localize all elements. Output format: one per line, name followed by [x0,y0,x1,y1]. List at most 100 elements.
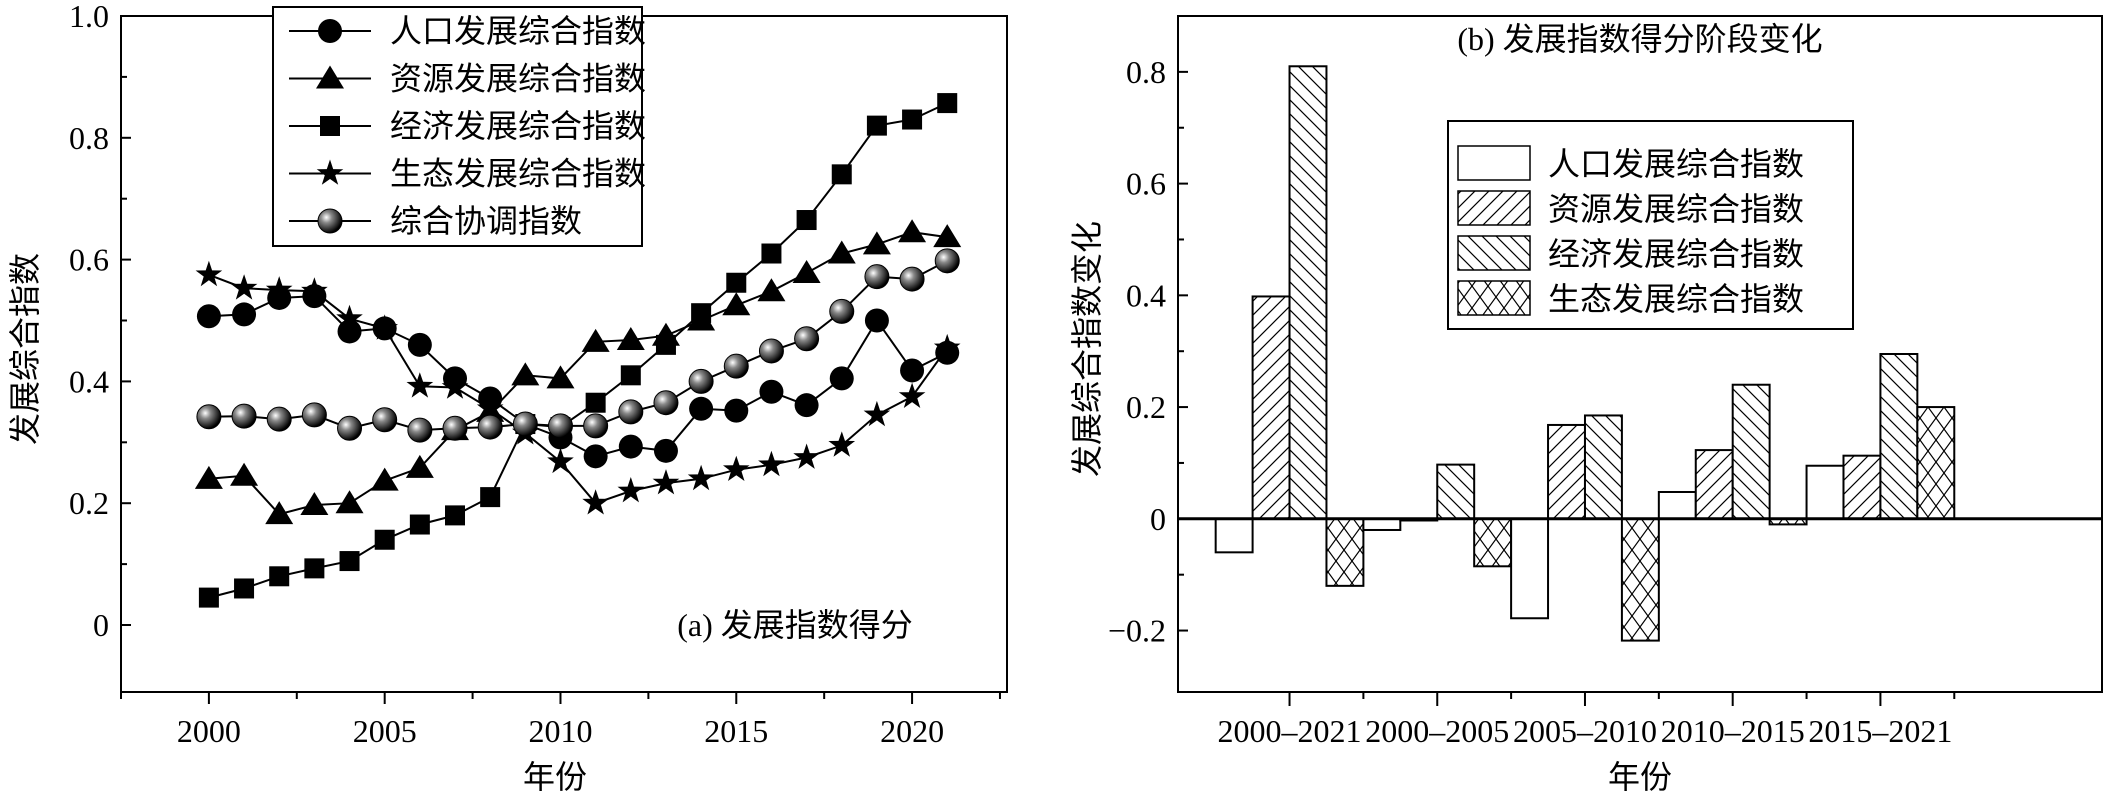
data-point-star [230,274,258,300]
bar-forward-hatch [1694,449,1734,520]
legend-marker-circle [318,19,342,43]
data-point-square [620,365,641,386]
legend-marker-shaded-sphere [317,208,343,234]
data-point-circle [724,398,749,423]
bar-cross-hatch [1916,406,1956,520]
x-tick-label: 2010 [528,713,592,749]
chart-a-y-label: 发展综合指数 [7,253,43,445]
x-tick-label: 2005–2010 [1513,713,1657,749]
series-line [208,259,948,432]
bar-back-hatch [1583,414,1623,520]
data-point-square [445,505,466,526]
data-point-star [265,276,293,302]
chart-development-index-stage-change: (b) 发展指数得分阶段变化 年份 发展综合指数变化 −0.2 0 0.2 0.4 0.… [1069,15,2103,795]
data-point-shaded-sphere [196,404,222,430]
legend-swatch-cross-hatch [1457,280,1531,316]
data-point-circle [864,308,889,333]
legend-label: 资源发展综合指数 [390,61,646,97]
series-line [208,231,948,516]
data-point-circle [583,444,608,469]
series-line [208,102,948,599]
data-point-square [198,587,219,608]
legend-label: 经济发展综合指数 [1548,236,1804,272]
series-line [208,273,949,505]
data-point-shaded-sphere [547,413,573,439]
legend-label: 人口发展综合指数 [1548,146,1804,182]
data-point-triangle [792,260,821,284]
y-tick-label: 0.4 [69,363,109,399]
data-point-shaded-sphere [512,411,538,437]
data-point-square [409,514,430,535]
data-point-star [828,431,856,457]
legend-swatch-forward-hatch [1457,190,1531,226]
bar-none [1510,517,1550,620]
data-point-square [691,303,712,324]
data-point-shaded-sphere [442,415,468,441]
x-tick-label: 2000–2021 [1218,713,1362,749]
data-point-square [269,566,290,587]
legend-swatch-none [1457,145,1531,181]
data-point-triangle [230,462,259,486]
bar-forward-hatch [1842,454,1882,520]
data-point-triangle [511,362,540,386]
data-point-square [304,558,325,579]
data-point-square [374,529,395,550]
data-point-triangle [722,292,751,316]
data-point-square [655,334,676,355]
data-point-triangle [370,467,399,491]
y-tick-label: 0.8 [69,120,109,156]
x-tick-label: 2005 [353,713,417,749]
y-tick-label: 0 [1150,501,1166,537]
chart-development-index-scores: (a) 发展指数得分 年份 发展综合指数 0 0.2 0.4 0.6 0.8 1.0 200… [7,0,1008,795]
chart-b-title: (b) 发展指数得分阶段变化 [1457,21,1822,57]
data-point-star [898,382,926,408]
data-point-star [547,447,574,474]
bar-forward-hatch [1547,423,1586,520]
data-point-shaded-sphere [758,338,784,364]
data-point-circle [759,379,784,404]
chart-b-x-label: 年份 [1608,759,1672,795]
data-point-square [937,93,958,114]
x-tick-label: 2000–2005 [1365,713,1509,749]
x-tick-label: 2015 [704,713,768,749]
data-point-shaded-sphere [864,264,890,290]
bar-none [1657,490,1697,520]
data-point-shaded-sphere [583,413,609,439]
y-tick-label: −0.2 [1108,613,1166,649]
y-tick-label: 0.6 [69,242,109,278]
data-point-square [902,109,923,130]
data-point-star [617,477,645,503]
data-point-star [652,469,680,495]
data-point-triangle [265,501,294,525]
data-point-star [863,400,891,427]
data-point-square [761,243,782,264]
bar-back-hatch [1436,463,1476,520]
legend-label: 生态发展综合指数 [1548,281,1804,317]
data-point-shaded-sphere [266,406,292,432]
data-point-star [476,394,504,421]
legend-swatch-back-hatch [1457,235,1531,271]
y-tick-label: 0.8 [1126,54,1166,90]
series-line [208,295,948,458]
data-point-shaded-sphere [618,399,644,425]
bar-cross-hatch [1473,517,1513,568]
data-point-star [406,372,434,398]
data-point-circle [196,304,221,329]
data-point-square [726,272,747,293]
data-point-shaded-sphere [688,368,714,394]
data-point-triangle [405,454,434,478]
data-point-shaded-sphere [899,266,925,292]
y-tick-label: 1.0 [69,0,109,34]
chart-a-x-label: 年份 [523,759,587,795]
data-point-triangle [827,240,856,264]
bar-cross-hatch [1620,517,1660,642]
chart-b-y-label: 发展综合指数变化 [1069,221,1105,477]
data-point-triangle [898,219,927,243]
data-point-star [758,450,785,477]
data-point-shaded-sphere [407,417,433,443]
data-point-triangle [933,224,962,248]
data-point-star [301,277,328,303]
data-point-star [687,464,715,491]
x-tick-label: 2000 [177,713,241,749]
